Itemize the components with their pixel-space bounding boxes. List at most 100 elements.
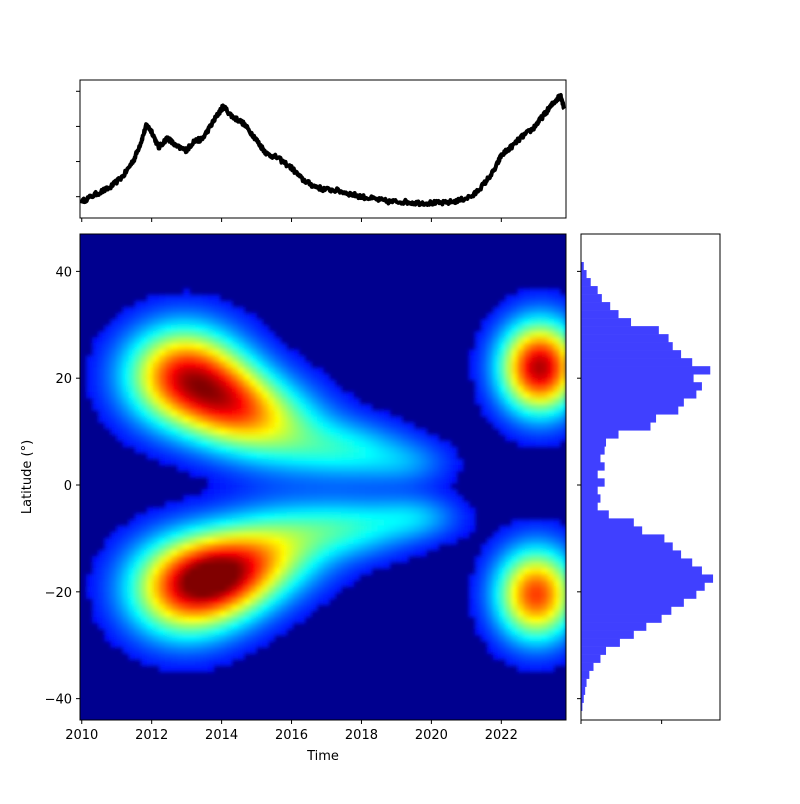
heatmap-cell [268, 404, 275, 411]
heatmap-cell [274, 361, 282, 369]
heatmap-cell [274, 616, 282, 624]
heatmap-cell [389, 458, 397, 466]
heatmap-cell [547, 525, 555, 533]
heatmap-cell [541, 379, 549, 387]
heatmap-cell [517, 373, 525, 381]
heatmap-cell [292, 391, 300, 399]
heatmap-cell [195, 337, 203, 344]
heatmap-cell [487, 312, 494, 320]
heatmap-cell [146, 598, 154, 606]
heatmap-cell [414, 428, 421, 436]
heatmap-cell [371, 519, 379, 527]
heatmap-cell [140, 634, 148, 642]
histogram-bar [581, 694, 584, 703]
heatmap-cell [505, 385, 512, 393]
heatmap-cell [244, 464, 251, 472]
heatmap-cell [395, 555, 403, 563]
heatmap-cell [420, 470, 427, 478]
heatmap-cell [183, 641, 190, 648]
heatmap-cell [116, 385, 124, 393]
heatmap-cell [310, 404, 318, 411]
heatmap-cell [165, 319, 172, 326]
heatmap-cell [104, 562, 111, 569]
histogram-bar [581, 534, 665, 543]
heatmap-cell [98, 391, 105, 399]
heatmap-cell [329, 410, 336, 417]
heatmap-cell [225, 391, 233, 399]
heatmap-cell [383, 549, 391, 557]
heatmap-cell [146, 331, 154, 338]
heatmap-cell [401, 531, 409, 539]
heatmap-cell [213, 440, 221, 448]
heatmap-cell [116, 592, 124, 600]
heatmap-cell [280, 513, 288, 521]
heatmap-cell [438, 440, 446, 448]
heatmap-cell [323, 598, 330, 606]
heatmap-cell [171, 641, 178, 648]
heatmap-cell [310, 549, 318, 557]
heatmap-cell [523, 349, 531, 357]
heatmap-cell [213, 464, 221, 472]
heatmap-cell [493, 379, 500, 387]
heatmap-cell [329, 452, 336, 460]
heatmap-cell [177, 665, 184, 672]
heatmap-cell [183, 337, 190, 344]
heatmap-cell [329, 549, 336, 557]
heatmap-cell [262, 458, 269, 466]
heatmap-cell [541, 385, 549, 393]
heatmap-cell [274, 549, 282, 557]
heatmap-cell [213, 458, 221, 466]
heatmap-cell [122, 428, 130, 436]
heatmap-cell [298, 446, 306, 454]
heatmap-cell [389, 543, 397, 551]
heatmap-cell [98, 385, 105, 393]
heatmap-cell [146, 361, 154, 369]
heatmap-cell [256, 501, 263, 508]
heatmap-cell [146, 422, 154, 429]
heatmap-cell [383, 422, 391, 429]
heatmap-cell [140, 543, 148, 551]
heatmap-cell [201, 604, 209, 612]
heatmap-cell [329, 434, 336, 442]
heatmap-cell [98, 373, 105, 381]
heatmap-cell [237, 574, 245, 581]
heatmap-cell [505, 647, 512, 654]
heatmap-cell [171, 513, 178, 521]
heatmap-cell [134, 410, 142, 417]
heatmap-cell [523, 622, 531, 630]
heatmap-cell [292, 495, 300, 502]
heatmap-cell [128, 404, 136, 411]
heatmap-cell [146, 385, 154, 393]
heatmap-cell [335, 477, 342, 484]
heatmap-cell [237, 628, 245, 636]
heatmap-cell [134, 325, 142, 332]
heatmap-cell [165, 622, 172, 630]
heatmap-cell [511, 379, 518, 387]
heatmap-cell [280, 410, 288, 417]
heatmap-cell [323, 391, 330, 399]
heatmap-cell [499, 598, 506, 606]
heatmap-cell [213, 379, 221, 387]
heatmap-cell [177, 385, 184, 393]
heatmap-cell [559, 568, 566, 575]
heatmap-cell [250, 519, 257, 527]
heatmap-cell [219, 610, 227, 618]
heatmap-cell [262, 616, 269, 624]
histogram-bar [581, 542, 673, 551]
heatmap-cell [517, 568, 525, 575]
heatmap-cell [146, 343, 154, 351]
heatmap-cell [323, 404, 330, 411]
heatmap-cell [207, 483, 215, 490]
heatmap-cell [541, 434, 549, 442]
heatmap-cell [201, 337, 209, 344]
heatmap-cell [323, 440, 330, 448]
heatmap-cell [195, 610, 203, 618]
heatmap-cell [146, 604, 154, 612]
heatmap-cell [140, 580, 148, 587]
heatmap-cell [323, 464, 330, 472]
heatmap-cell [122, 628, 130, 636]
heatmap-cell [177, 325, 184, 332]
heatmap-cell [420, 549, 427, 557]
heatmap-cell [493, 653, 500, 660]
heatmap-cell [183, 634, 190, 642]
